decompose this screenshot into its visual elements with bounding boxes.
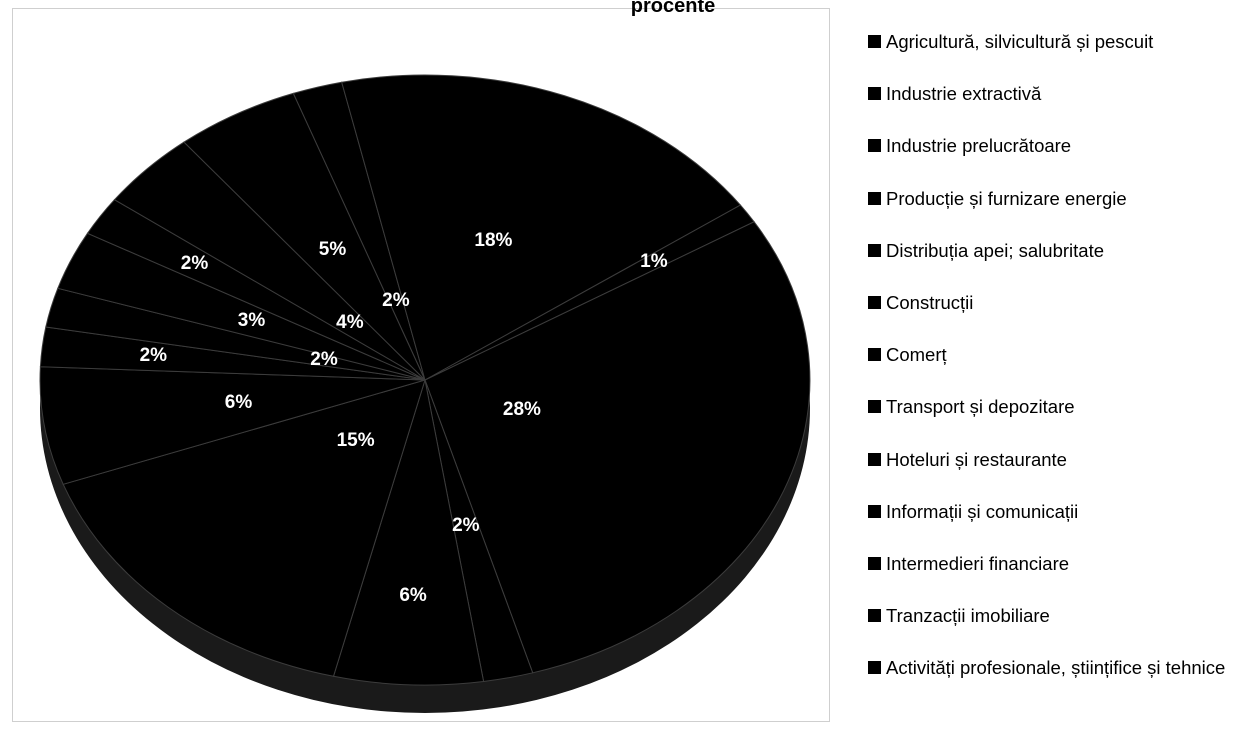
legend-entry: Industrie extractivă bbox=[868, 82, 1236, 106]
legend-label: Tranzacții imobiliare bbox=[886, 605, 1050, 627]
legend-swatch bbox=[868, 296, 881, 309]
pie-data-label: 28% bbox=[502, 398, 541, 420]
legend-swatch bbox=[868, 87, 881, 101]
legend-label: Distribuția apei; salubritate bbox=[886, 239, 1104, 261]
chart-title: procente bbox=[630, 0, 716, 17]
legend-label: Producție și furnizare energie bbox=[886, 187, 1127, 209]
legend-swatch bbox=[868, 557, 881, 570]
legend-label: Comerț bbox=[886, 344, 947, 366]
legend-entry: Tranzacții imobiliare bbox=[868, 604, 1236, 628]
legend-entry: Hoteluri și restaurante bbox=[868, 448, 1236, 472]
legend-label: Industrie extractivă bbox=[886, 83, 1042, 105]
legend-swatch bbox=[868, 139, 881, 153]
pie-data-label: 2% bbox=[180, 252, 209, 274]
legend-entry: Informații și comunicații bbox=[868, 500, 1236, 524]
legend-swatch bbox=[868, 400, 881, 414]
pie-data-label: 6% bbox=[399, 585, 427, 607]
pie-slice bbox=[62, 379, 426, 677]
legend-label: Informații și comunicații bbox=[886, 500, 1079, 522]
pie-data-label: 5% bbox=[318, 238, 347, 260]
legend-label: Transport și depozitare bbox=[886, 396, 1075, 418]
legend-label: Industrie prelucrătoare bbox=[886, 135, 1072, 157]
pie-data-label: 18% bbox=[474, 229, 513, 251]
legend-swatch bbox=[868, 35, 881, 48]
legend-entry: Agricultură, silvicultură și pescuit bbox=[868, 30, 1236, 54]
pie-data-label: 15% bbox=[336, 430, 375, 452]
pie-data-label: 2% bbox=[139, 345, 168, 367]
pie-data-label: 2% bbox=[310, 349, 338, 371]
pie-slice bbox=[424, 221, 811, 674]
legend-entry: Construcții bbox=[868, 291, 1236, 315]
pie-data-label: 2% bbox=[452, 514, 480, 536]
pie-data-label: 3% bbox=[237, 310, 266, 332]
pie-slice bbox=[39, 366, 426, 485]
legend-swatch bbox=[868, 661, 881, 675]
legend-swatch bbox=[868, 609, 881, 623]
pie-slice bbox=[332, 379, 485, 686]
pie-slice bbox=[341, 74, 742, 381]
legend-label: Hoteluri și restaurante bbox=[886, 448, 1067, 470]
legend-entry: Industrie prelucrătoare bbox=[868, 134, 1236, 158]
pie-chart bbox=[39, 74, 811, 713]
pie-data-label: 4% bbox=[336, 312, 364, 334]
legend-swatch bbox=[868, 348, 881, 362]
legend-swatch bbox=[868, 243, 881, 257]
legend-label: Agricultură, silvicultură și pescuit bbox=[886, 31, 1154, 52]
legend-swatch bbox=[868, 504, 881, 518]
chart-frame: procente bbox=[12, 0, 830, 722]
legend-swatch bbox=[868, 191, 881, 205]
legend-entry: Producție și furnizare energie bbox=[868, 187, 1236, 211]
legend-entry: Distribuția apei; salubritate bbox=[868, 239, 1236, 263]
pie-data-label: 2% bbox=[382, 289, 410, 311]
pie-slice bbox=[183, 92, 426, 381]
legend-entry: Intermedieri financiare bbox=[868, 552, 1236, 576]
legend-swatch bbox=[868, 452, 881, 466]
legend-entry: Comerț bbox=[868, 343, 1236, 367]
pie-data-label: 6% bbox=[224, 391, 253, 413]
legend-entry: Transport și depozitare bbox=[868, 395, 1236, 419]
legend-label: Construcții bbox=[886, 292, 974, 313]
legend-label: Activități profesionale, științifice și … bbox=[886, 657, 1226, 679]
pie-data-label: 1% bbox=[640, 250, 668, 272]
legend-label: Intermedieri financiare bbox=[886, 553, 1070, 574]
legend-entry: Activități profesionale, științifice și … bbox=[868, 656, 1236, 680]
